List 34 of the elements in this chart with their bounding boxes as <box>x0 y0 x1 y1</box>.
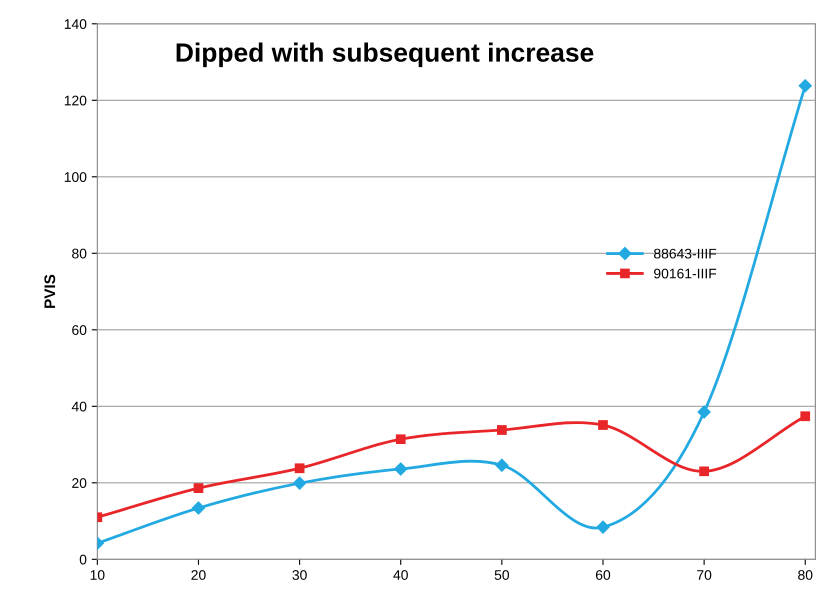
x-tick-label: 10 <box>90 570 105 580</box>
x-tick-label: 20 <box>191 570 206 580</box>
point <box>698 405 711 419</box>
point <box>497 425 507 435</box>
y-tick-label: 60 <box>72 325 86 335</box>
point <box>394 462 408 476</box>
x-tick-label: 50 <box>494 570 510 580</box>
y-tick-label: 120 <box>64 96 86 106</box>
x-tick-label: 80 <box>798 570 812 580</box>
x-tick-label: 60 <box>596 570 610 580</box>
x-tick-label: 40 <box>393 570 408 580</box>
y-axis-title: PVIS <box>44 274 56 308</box>
point <box>798 79 812 92</box>
point <box>495 458 508 472</box>
point <box>598 420 608 430</box>
x-tick-label: 70 <box>697 570 712 580</box>
y-tick-label: 140 <box>64 19 86 29</box>
legend-label: 90161-IIIF <box>654 268 716 278</box>
point <box>596 520 610 534</box>
x-tick-label: 30 <box>292 570 307 580</box>
point <box>294 463 304 474</box>
text: Dipped with subsequent increase <box>176 42 594 68</box>
point <box>194 483 204 494</box>
point <box>192 501 206 515</box>
y-tick-label: 40 <box>72 402 86 412</box>
point <box>396 434 406 444</box>
y-tick-label: 80 <box>72 248 86 258</box>
point <box>293 476 306 490</box>
y-tick-label: 20 <box>72 478 86 488</box>
point <box>699 466 709 476</box>
y-tick-label: 100 <box>64 172 86 182</box>
y-tick-label: 0 <box>80 554 86 564</box>
point <box>800 411 810 422</box>
legend-label: 88643-IIIF <box>654 248 716 259</box>
